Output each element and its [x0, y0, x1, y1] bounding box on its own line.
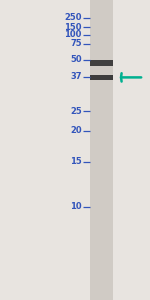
Text: 100: 100 [64, 30, 82, 39]
Bar [90, 75, 112, 80]
Text: 250: 250 [64, 14, 82, 22]
Text: 150: 150 [64, 22, 82, 32]
Text: 15: 15 [70, 158, 82, 166]
Bar [90, 0, 112, 300]
Text: 10: 10 [70, 202, 82, 211]
Text: 25: 25 [70, 106, 82, 116]
Text: 20: 20 [70, 126, 82, 135]
Bar [90, 60, 112, 66]
Text: 37: 37 [70, 72, 82, 81]
Text: 75: 75 [70, 39, 82, 48]
Text: 50: 50 [70, 56, 82, 64]
